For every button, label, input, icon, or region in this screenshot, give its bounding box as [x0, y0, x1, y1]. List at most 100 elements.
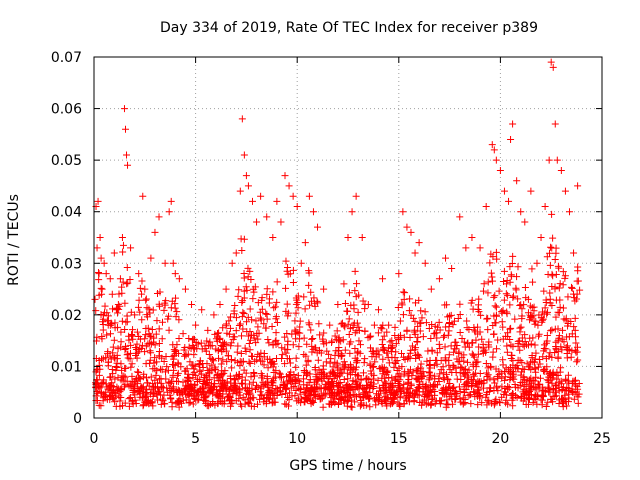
- data-point-cloud: [311, 363, 319, 371]
- data-point-cloud: [242, 348, 250, 356]
- data-point-cloud: [539, 315, 547, 323]
- data-point-cloud: [97, 383, 105, 391]
- data-point-cloud: [552, 249, 560, 257]
- data-point-cloud: [208, 342, 216, 350]
- data-point: [94, 197, 102, 205]
- data-point-cloud: [181, 352, 189, 360]
- data-point-cloud: [215, 329, 223, 337]
- data-point-cloud: [519, 397, 527, 405]
- data-point-cloud: [186, 358, 194, 366]
- data-point-cloud: [229, 333, 237, 341]
- data-point-cloud: [435, 318, 443, 326]
- data-point-cloud: [104, 348, 112, 356]
- data-point: [285, 182, 293, 190]
- data-point-cloud: [491, 302, 499, 310]
- data-point-cloud: [518, 358, 526, 366]
- data-point-cloud: [379, 355, 387, 363]
- data-point-cloud: [449, 321, 457, 329]
- data-point-cloud: [542, 355, 550, 363]
- data-point-cloud: [409, 392, 417, 400]
- data-point-cloud: [314, 376, 322, 384]
- data-point-cloud: [283, 300, 291, 308]
- data-point-cloud: [162, 368, 170, 376]
- data-point-cloud: [442, 357, 450, 365]
- data-point-cloud: [95, 371, 103, 379]
- data-point-cloud: [529, 334, 537, 342]
- data-point-cloud: [254, 299, 262, 307]
- data-point: [257, 192, 265, 200]
- data-point-cloud: [528, 265, 536, 273]
- data-point-cloud: [173, 308, 181, 316]
- data-point-cloud: [563, 402, 571, 410]
- data-point-cloud: [465, 325, 473, 333]
- data-point: [155, 213, 163, 221]
- data-point-cloud: [406, 366, 414, 374]
- data-point-cloud: [278, 390, 286, 398]
- data-point-cloud: [117, 360, 125, 368]
- data-point-cloud: [440, 333, 448, 341]
- data-point-cloud: [343, 369, 351, 377]
- data-point-cloud: [386, 400, 394, 408]
- data-point-cloud: [110, 353, 118, 361]
- data-point: [448, 264, 456, 272]
- data-point-cloud: [502, 399, 510, 407]
- data-point-cloud: [363, 374, 371, 382]
- data-point-cloud: [110, 336, 118, 344]
- y-tick-label: 0.02: [51, 308, 82, 324]
- data-point-cloud: [414, 391, 422, 399]
- data-point-cloud: [458, 334, 466, 342]
- data-point-cloud: [241, 344, 249, 352]
- data-point: [222, 285, 230, 293]
- data-point-cloud: [354, 383, 361, 391]
- data-point: [97, 254, 105, 262]
- data-point-cloud: [138, 290, 146, 298]
- chart-title: Day 334 of 2019, Rate Of TEC Index for r…: [160, 20, 538, 36]
- data-point: [121, 125, 129, 133]
- data-point-cloud: [322, 358, 330, 366]
- data-point-cloud: [368, 353, 376, 361]
- data-point-cloud: [125, 395, 133, 403]
- data-point-cloud: [305, 392, 313, 400]
- data-point-cloud: [286, 359, 294, 367]
- data-point-cloud: [413, 338, 421, 346]
- data-point-cloud: [143, 311, 151, 319]
- data-point-cloud: [480, 384, 488, 392]
- data-point-cloud: [400, 400, 408, 408]
- data-point-cloud: [378, 325, 386, 333]
- data-point-cloud: [444, 313, 452, 321]
- data-point-cloud: [164, 366, 172, 374]
- data-point-cloud: [449, 383, 457, 391]
- data-point-cloud: [311, 302, 319, 310]
- data-point-cloud: [514, 263, 522, 271]
- data-point-cloud: [117, 376, 125, 384]
- data-point: [391, 331, 399, 339]
- data-point-cloud: [244, 399, 252, 407]
- data-point-cloud: [244, 332, 252, 340]
- data-point-cloud: [453, 375, 461, 383]
- data-point: [476, 244, 484, 252]
- data-point-cloud: [542, 345, 550, 353]
- data-point-cloud: [306, 376, 314, 384]
- data-point-cloud: [310, 387, 318, 395]
- data-point: [181, 285, 189, 293]
- data-point-cloud: [258, 392, 266, 400]
- data-point: [188, 301, 196, 309]
- data-point-cloud: [314, 385, 322, 393]
- data-point-cloud: [551, 283, 559, 291]
- data-point-cloud: [449, 400, 457, 408]
- data-point-cloud: [401, 289, 409, 297]
- data-point-cloud: [191, 386, 199, 394]
- data-point-cloud: [218, 348, 226, 356]
- data-point-cloud: [235, 322, 243, 330]
- data-point: [358, 234, 366, 241]
- data-point-cloud: [241, 376, 249, 384]
- data-point-cloud: [292, 328, 300, 336]
- data-point: [344, 234, 352, 241]
- data-point-cloud: [213, 330, 221, 338]
- data-point: [509, 120, 517, 128]
- data-point-cloud: [572, 339, 580, 347]
- data-point-cloud: [296, 378, 304, 386]
- data-point-cloud: [297, 385, 305, 393]
- data-point-cloud: [355, 337, 363, 345]
- data-point-cloud: [390, 363, 398, 371]
